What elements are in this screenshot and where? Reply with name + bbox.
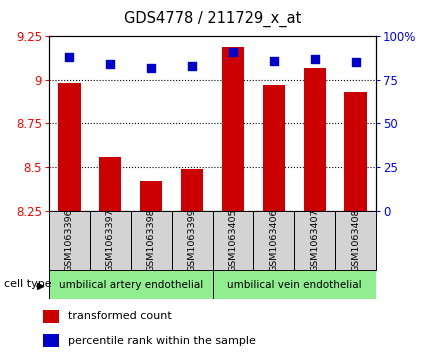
FancyBboxPatch shape (294, 211, 335, 270)
Text: GSM1063399: GSM1063399 (187, 209, 196, 272)
Bar (58, 83, 81, 211)
Text: GSM1063406: GSM1063406 (269, 209, 278, 272)
Bar (344, 92, 367, 211)
Text: umbilical artery endothelial: umbilical artery endothelial (59, 280, 203, 290)
Text: transformed count: transformed count (68, 311, 172, 321)
Text: GSM1063396: GSM1063396 (65, 209, 74, 272)
FancyBboxPatch shape (131, 211, 172, 270)
Bar (99, 156, 122, 211)
Text: GSM1063407: GSM1063407 (310, 209, 319, 272)
Point (189, 63, 196, 69)
FancyBboxPatch shape (49, 211, 90, 270)
Bar (140, 181, 162, 211)
Text: GSM1063408: GSM1063408 (351, 209, 360, 272)
Text: GDS4778 / 211729_x_at: GDS4778 / 211729_x_at (124, 11, 301, 27)
FancyBboxPatch shape (172, 211, 212, 270)
Bar (181, 169, 203, 211)
FancyBboxPatch shape (90, 211, 131, 270)
Point (270, 58, 277, 64)
Bar (303, 68, 326, 211)
Point (107, 61, 113, 67)
Bar (42, 310, 59, 323)
FancyBboxPatch shape (212, 270, 376, 299)
Text: GSM1063405: GSM1063405 (229, 209, 238, 272)
FancyBboxPatch shape (253, 211, 294, 270)
FancyBboxPatch shape (49, 270, 212, 299)
FancyBboxPatch shape (212, 211, 253, 270)
Text: GSM1063397: GSM1063397 (106, 209, 115, 272)
Point (312, 56, 318, 62)
Point (148, 65, 155, 70)
Text: GSM1063398: GSM1063398 (147, 209, 156, 272)
Text: cell type: cell type (4, 278, 52, 289)
Text: umbilical vein endothelial: umbilical vein endothelial (227, 280, 362, 290)
Point (352, 60, 359, 65)
Bar (42, 334, 59, 347)
Bar (222, 47, 244, 211)
FancyBboxPatch shape (335, 211, 376, 270)
Point (66, 54, 73, 60)
Bar (263, 85, 285, 211)
Text: percentile rank within the sample: percentile rank within the sample (68, 336, 256, 346)
Point (230, 49, 236, 55)
